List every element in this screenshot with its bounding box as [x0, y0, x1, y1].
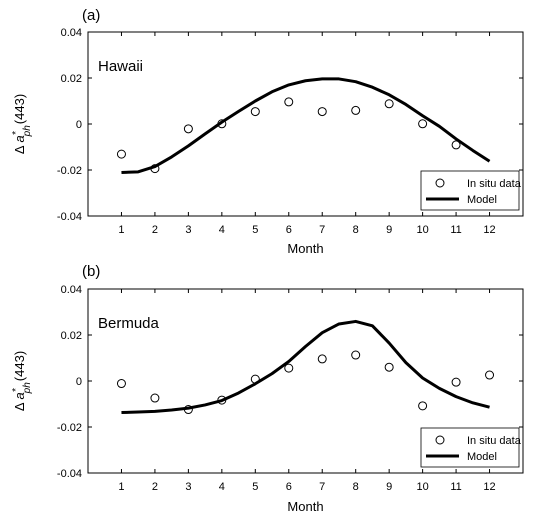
site-label-bermuda: Bermuda	[98, 315, 160, 332]
legend-label-model-a: Model	[467, 194, 497, 206]
legend-label-in-situ-a: In situ data	[467, 178, 522, 190]
x-tick-label-b: 6	[286, 481, 292, 493]
y-axis-suffix-a: (443)	[12, 94, 27, 124]
x-axis-title-a: Month	[287, 241, 323, 256]
in-situ-point-a	[250, 107, 260, 117]
x-tick-label-a: 3	[185, 224, 191, 236]
in-situ-point-b	[116, 379, 126, 389]
in-situ-point-b	[217, 395, 227, 405]
in-situ-point-b	[418, 401, 428, 411]
y-axis-subscript-b: ph	[22, 382, 33, 395]
model-line-group-b	[121, 319, 490, 415]
in-situ-point-a	[183, 124, 193, 134]
in-situ-point-a	[351, 105, 361, 115]
x-tick-label-b: 4	[219, 481, 225, 493]
model-line-b	[121, 319, 490, 415]
x-tick-label-b: 12	[483, 481, 495, 493]
model-line-group-a	[121, 77, 491, 175]
in-situ-point-b	[183, 405, 193, 415]
y-tick-label-b: -0.04	[57, 468, 82, 480]
x-tick-label-a: 1	[118, 224, 124, 236]
x-tick-label-a: 9	[386, 224, 392, 236]
in-situ-point-a	[284, 97, 294, 107]
y-tick-label-a: -0.02	[57, 165, 82, 177]
y-axis-subscript-a: ph	[22, 125, 33, 138]
in-situ-point-a	[116, 149, 126, 159]
x-tick-label-b: 7	[319, 481, 325, 493]
in-situ-point-a	[418, 119, 428, 129]
in-situ-point-b	[250, 374, 260, 384]
y-axis-delta-b: Δ	[12, 402, 27, 411]
y-axis-title-a: Δa*ph(443)	[11, 94, 33, 154]
legend-b: In situ data Model	[420, 427, 522, 468]
in-situ-point-b	[150, 393, 160, 403]
in-situ-point-a	[451, 140, 461, 150]
in-situ-point-b	[317, 354, 327, 364]
in-situ-point-b	[384, 362, 394, 372]
y-axis-symbol-b: a	[12, 392, 27, 399]
y-tick-label-b: 0.04	[61, 284, 82, 296]
y-tick-label-a: 0.04	[61, 27, 82, 39]
in-situ-point-a	[317, 107, 327, 117]
x-tick-label-a: 6	[286, 224, 292, 236]
x-tick-label-a: 2	[152, 224, 158, 236]
legend-box-b	[420, 427, 520, 468]
y-axis-title-b: Δa*ph(443)	[11, 351, 33, 411]
in-situ-point-a	[384, 99, 394, 109]
legend-box-a	[420, 170, 520, 211]
x-tick-label-a: 11	[450, 224, 461, 236]
y-axis-suffix-b: (443)	[12, 351, 27, 381]
x-tick-label-b: 8	[353, 481, 359, 493]
x-tick-label-b: 2	[152, 481, 158, 493]
x-tick-label-a: 10	[416, 224, 428, 236]
y-axis-superscript-a: *	[11, 130, 22, 135]
y-tick-label-a: 0	[76, 119, 82, 131]
in-situ-point-a	[217, 119, 227, 129]
in-situ-point-b	[485, 370, 495, 380]
y-axis-symbol-a: a	[12, 135, 27, 142]
in-situ-points-group-a	[116, 97, 461, 174]
model-line-a	[121, 77, 491, 175]
in-situ-point-b	[284, 363, 294, 373]
x-tick-label-a: 8	[353, 224, 359, 236]
x-tick-label-a: 12	[483, 224, 495, 236]
in-situ-point-b	[451, 377, 461, 387]
x-tick-label-b: 10	[416, 481, 428, 493]
x-tick-label-b: 5	[252, 481, 258, 493]
y-tick-label-b: 0.02	[61, 330, 82, 342]
legend-a: In situ data Model	[420, 170, 522, 211]
x-tick-label-b: 1	[118, 481, 124, 493]
panel-label-b: (b)	[82, 263, 100, 280]
legend-marker-in-situ-b	[435, 435, 445, 445]
x-axis-title-b: Month	[287, 499, 323, 514]
x-tick-label-b: 3	[185, 481, 191, 493]
in-situ-point-a	[150, 164, 160, 174]
legend-label-model-b: Model	[467, 451, 497, 463]
in-situ-point-b	[351, 350, 361, 360]
y-tick-label-b: -0.02	[57, 422, 82, 434]
y-tick-label-a: 0.02	[61, 73, 82, 85]
x-tick-label-b: 11	[450, 481, 461, 493]
y-axis-delta-a: Δ	[12, 145, 27, 154]
panel-label-a: (a)	[82, 7, 100, 24]
x-tick-label-b: 9	[386, 481, 392, 493]
y-tick-label-a: -0.04	[57, 211, 82, 223]
in-situ-points-group-b	[116, 350, 495, 415]
x-tick-label-a: 5	[252, 224, 258, 236]
legend-marker-in-situ-a	[435, 178, 445, 188]
legend-label-in-situ-b: In situ data	[467, 435, 522, 447]
site-label-hawaii: Hawaii	[98, 58, 143, 75]
y-tick-label-b: 0	[76, 376, 82, 388]
x-tick-label-a: 4	[219, 224, 225, 236]
x-tick-label-a: 7	[319, 224, 325, 236]
y-axis-superscript-b: *	[11, 387, 22, 392]
